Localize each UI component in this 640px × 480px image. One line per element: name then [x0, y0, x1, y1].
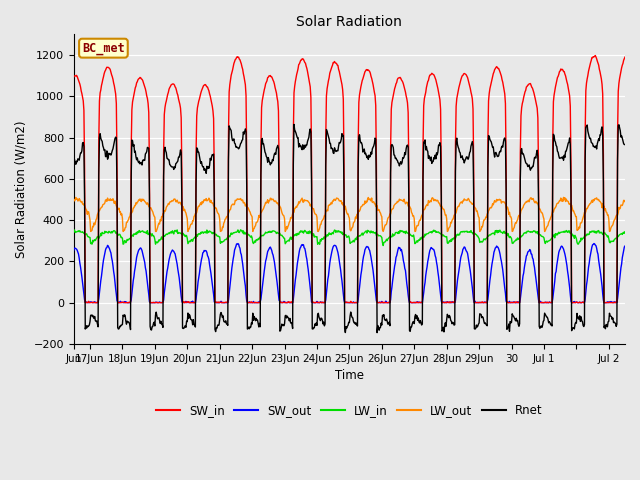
- Title: Solar Radiation: Solar Radiation: [296, 15, 403, 29]
- Legend: SW_in, SW_out, LW_in, LW_out, Rnet: SW_in, SW_out, LW_in, LW_out, Rnet: [151, 399, 547, 422]
- Y-axis label: Solar Radiation (W/m2): Solar Radiation (W/m2): [15, 120, 28, 258]
- X-axis label: Time: Time: [335, 369, 364, 382]
- Text: BC_met: BC_met: [82, 42, 125, 55]
